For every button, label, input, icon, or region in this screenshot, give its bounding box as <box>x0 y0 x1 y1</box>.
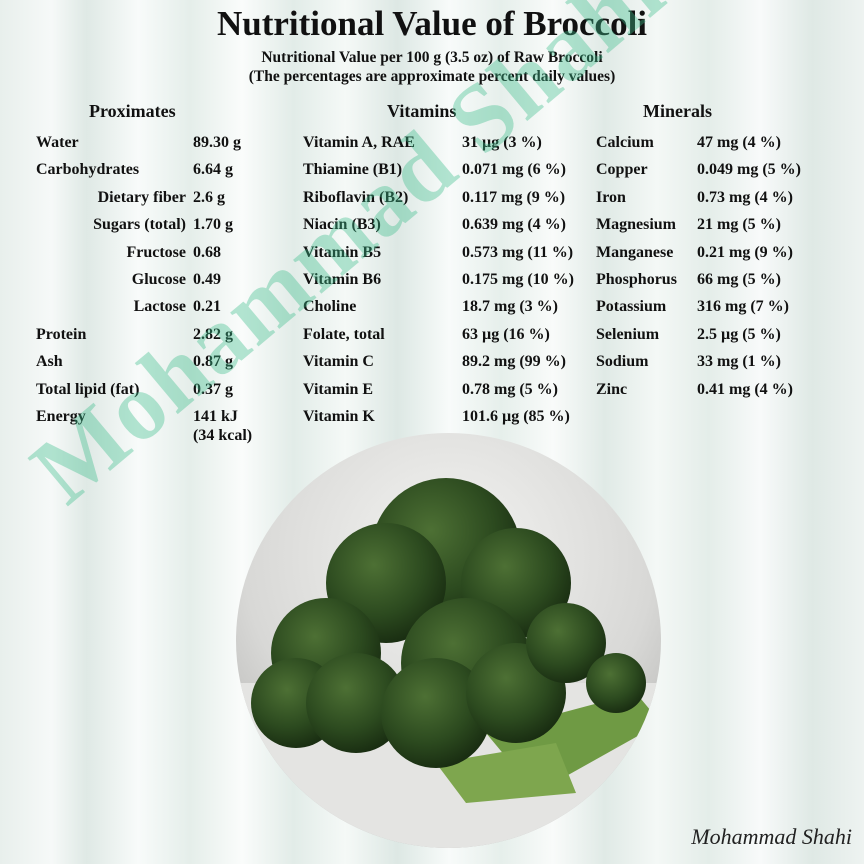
mineral-value: 0.049 mg (5 %) <box>697 161 801 179</box>
nutrient-label: Sugars (total) <box>93 216 186 234</box>
mineral-label: Magnesium <box>596 216 676 234</box>
vitamin-value: 0.573 mg (11 %) <box>462 243 574 261</box>
nutrient-value: 6.64 g <box>193 161 233 179</box>
nutrient-label: Fructose <box>126 243 186 261</box>
nutrient-value: 141 kJ <box>193 408 238 425</box>
nutrient-value: 0.21 <box>193 298 221 316</box>
mineral-value: 0.41 mg (4 %) <box>697 380 793 398</box>
mineral-value: 47 mg (4 %) <box>697 134 781 151</box>
nutrient-value: 2.82 g <box>193 325 233 343</box>
nutrient-value: 0.68 <box>193 243 221 261</box>
vitamin-label: Vitamin B6 <box>303 271 382 288</box>
nutrient-value: 0.37 g <box>193 380 233 398</box>
mineral-label: Iron <box>596 188 626 206</box>
mineral-value: 21 mg (5 %) <box>697 216 781 234</box>
nutrient-label: Water <box>36 134 79 151</box>
mineral-value: 0.73 mg (4 %) <box>697 188 793 206</box>
signature: Mohammad Shahi <box>691 824 852 849</box>
daily-value-note: (The percentages are approximate percent… <box>248 68 616 85</box>
vitamin-value: 31 µg (3 %) <box>462 134 542 151</box>
vitamin-label: Niacin (B3) <box>303 216 381 234</box>
page-title: Nutritional Value of Broccoli <box>216 4 648 43</box>
vitamin-value: 101.6 µg (85 %) <box>462 408 570 425</box>
vitamin-label: Vitamin K <box>303 408 375 425</box>
vitamin-label: Vitamin A, RAE <box>303 134 415 151</box>
vitamin-label: Folate, total <box>303 325 385 343</box>
nutrient-value: 2.6 g <box>193 188 225 206</box>
vitamin-label: Vitamin E <box>303 380 374 398</box>
mineral-value: 66 mg (5 %) <box>697 271 781 288</box>
mineral-label: Phosphorus <box>596 271 677 288</box>
mineral-value: 0.21 mg (9 %) <box>697 243 793 261</box>
mineral-label: Zinc <box>596 380 628 398</box>
vitamin-value: 0.639 mg (4 %) <box>462 216 566 234</box>
vitamin-label: Riboflavin (B2) <box>303 188 409 206</box>
mineral-value: 2.5 µg (5 %) <box>697 325 781 343</box>
vitamins-heading: Vitamins <box>387 101 457 121</box>
vitamin-label: Thiamine (B1) <box>303 161 403 179</box>
subtitle: Nutritional Value per 100 g (3.5 oz) of … <box>261 49 603 66</box>
nutrient-value: 89.30 g <box>193 134 241 151</box>
nutrient-label: Protein <box>36 325 87 343</box>
nutrient-label: Carbohydrates <box>36 161 140 179</box>
nutrient-label: Ash <box>36 353 63 371</box>
mineral-label: Selenium <box>596 325 660 343</box>
mineral-label: Potassium <box>596 298 667 316</box>
nutrient-value: 0.87 g <box>193 353 233 371</box>
nutrient-label: Glucose <box>131 271 186 288</box>
vitamin-value: 0.071 mg (6 %) <box>462 161 566 179</box>
vitamin-value: 89.2 mg (99 %) <box>462 353 566 371</box>
nutrient-label: Dietary fiber <box>97 188 186 206</box>
vitamin-value: 63 µg (16 %) <box>462 325 550 343</box>
vitamin-value: 18.7 mg (3 %) <box>462 298 558 316</box>
vitamin-value: 0.175 mg (10 %) <box>462 271 574 288</box>
nutrient-label: Energy <box>36 408 86 425</box>
nutrient-value: 1.70 g <box>193 216 233 234</box>
mineral-label: Sodium <box>596 353 649 371</box>
nutrient-label: Lactose <box>133 298 186 316</box>
nutrient-value-secondary: (34 kcal) <box>193 427 253 444</box>
vitamin-value: 0.117 mg (9 %) <box>462 188 566 206</box>
vitamin-label: Vitamin C <box>303 353 374 371</box>
vitamin-label: Vitamin B5 <box>303 243 382 261</box>
vitamin-value: 0.78 mg (5 %) <box>462 380 558 398</box>
mineral-label: Manganese <box>596 243 674 261</box>
nutrient-label: Total lipid (fat) <box>36 380 140 398</box>
mineral-value: 316 mg (7 %) <box>697 298 789 316</box>
vitamin-label: Choline <box>303 298 357 316</box>
mineral-label: Copper <box>596 161 648 179</box>
nutrient-value: 0.49 <box>193 271 221 288</box>
mineral-value: 33 mg (1 %) <box>697 353 781 371</box>
proximates-heading: Proximates <box>89 101 176 121</box>
broccoli-photo <box>236 433 661 848</box>
minerals-heading: Minerals <box>643 101 712 121</box>
mineral-label: Calcium <box>596 134 654 151</box>
